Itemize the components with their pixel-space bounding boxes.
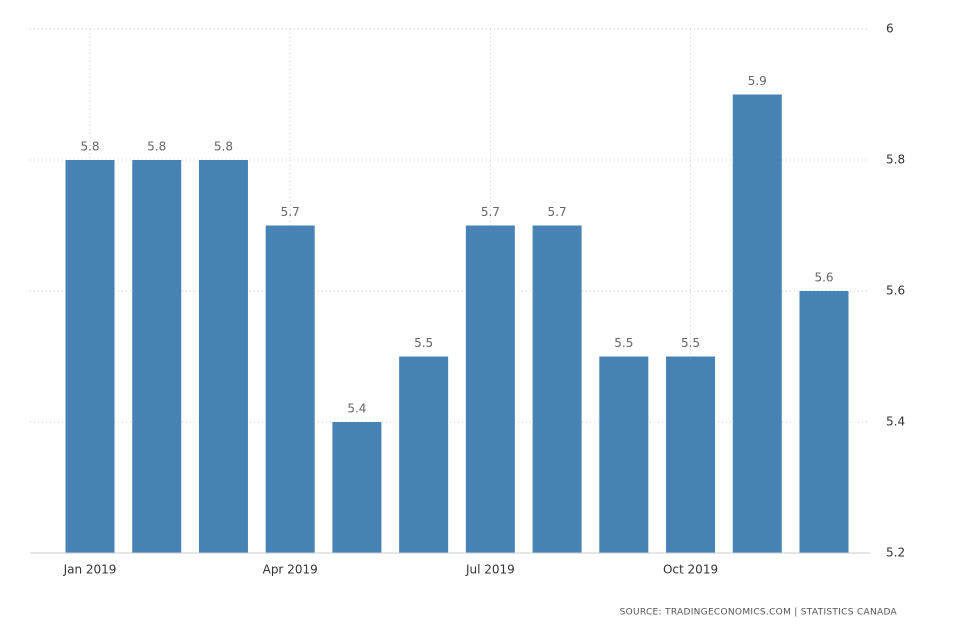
data-label: 5.9 [748, 74, 767, 88]
y-tick-label: 5.6 [886, 284, 905, 298]
x-tick-label: Oct 2019 [663, 563, 718, 577]
bar [799, 291, 849, 553]
bar [198, 160, 248, 553]
bar [532, 225, 582, 553]
data-label: 5.7 [281, 205, 300, 219]
x-tick-label: Jan 2019 [63, 563, 117, 577]
data-label: 5.5 [614, 336, 633, 350]
data-label: 5.6 [814, 271, 833, 285]
bar [465, 225, 515, 553]
data-label: 5.7 [481, 205, 500, 219]
data-label: 5.4 [347, 402, 366, 416]
data-label: 5.7 [548, 205, 567, 219]
data-label: 5.5 [681, 336, 700, 350]
x-tick-label: Jul 2019 [465, 563, 515, 577]
y-tick-label: 6 [886, 22, 894, 36]
y-tick-label: 5.8 [886, 153, 905, 167]
source-note: SOURCE: TRADINGECONOMICS.COM | STATISTIC… [620, 608, 898, 618]
bar [265, 225, 315, 553]
bar [132, 160, 182, 553]
bar [666, 356, 716, 553]
data-label: 5.5 [414, 336, 433, 350]
bar [399, 356, 449, 553]
bar [732, 94, 782, 553]
bar [332, 422, 382, 553]
y-tick-label: 5.4 [886, 415, 905, 429]
y-tick-label: 5.2 [886, 546, 905, 560]
x-tick-label: Apr 2019 [263, 563, 318, 577]
data-label: 5.8 [80, 140, 99, 154]
data-label: 5.8 [147, 140, 166, 154]
bar [65, 160, 115, 553]
bar [599, 356, 649, 553]
data-label: 5.8 [214, 140, 233, 154]
